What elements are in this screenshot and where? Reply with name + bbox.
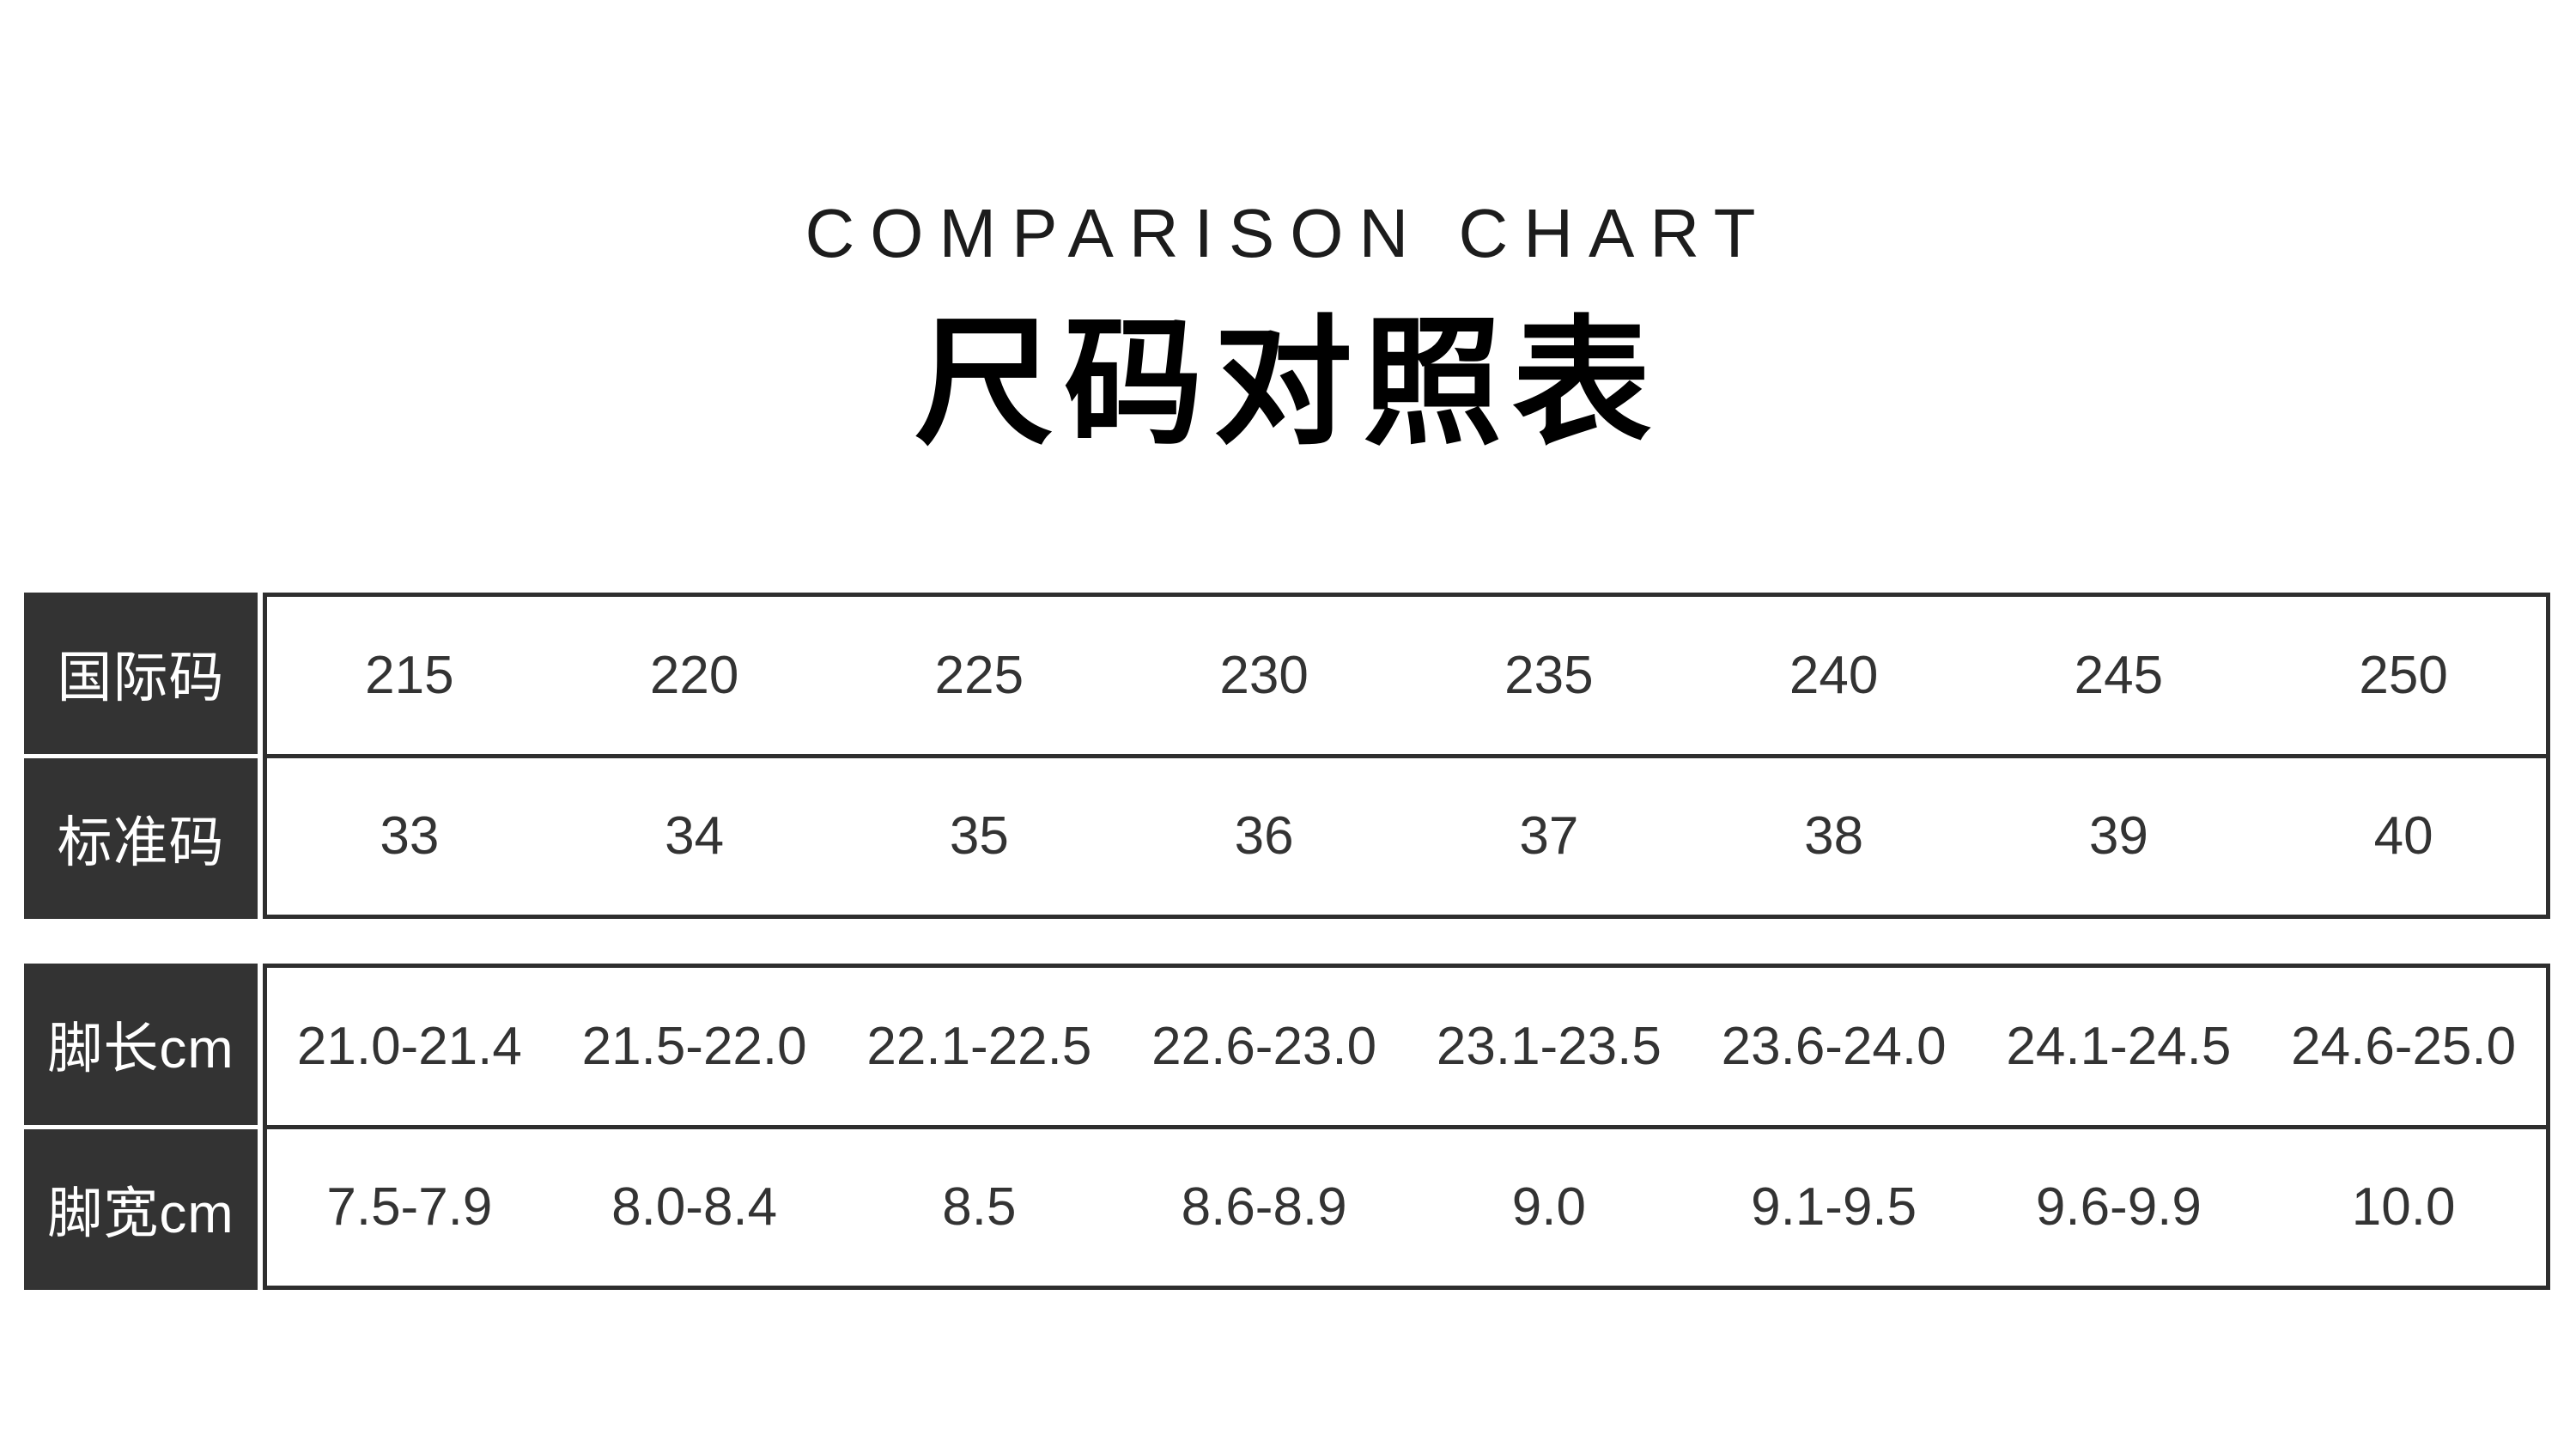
size-value: 240 — [1789, 645, 1879, 705]
measurement-value: 7.5-7.9 — [326, 1177, 493, 1237]
size-value: 36 — [1234, 806, 1294, 867]
table-row-foot-width: 7.5-7.9 8.0-8.4 8.5 8.6-8.9 9.0 9.1-9.5 … — [267, 1124, 2546, 1286]
table-row-international-code: 215 220 225 230 235 240 245 250 — [267, 597, 2546, 754]
row-label-foot-length: 脚长cm — [24, 964, 258, 1125]
measurement-value: 24.6-25.0 — [2291, 1016, 2517, 1076]
title-chinese: 尺码对照表 — [914, 306, 1662, 461]
measurement-value: 21.0-21.4 — [296, 1016, 522, 1076]
title-english: COMPARISON CHART — [805, 195, 1771, 271]
measurement-value: 10.0 — [2351, 1177, 2456, 1237]
measurement-value: 9.0 — [1511, 1177, 1586, 1237]
table-foot-measurements-data: 21.0-21.4 21.5-22.0 22.1-22.5 22.6-23.0 … — [263, 964, 2550, 1290]
size-value: 245 — [2074, 645, 2164, 705]
table-size-codes: 国际码 标准码 215 220 225 230 235 240 245 250 … — [24, 593, 2550, 919]
table-foot-measurements: 脚长cm 脚宽cm 21.0-21.4 21.5-22.0 22.1-22.5 … — [24, 964, 2550, 1290]
measurement-value: 21.5-22.0 — [581, 1016, 807, 1076]
row-label-standard-code: 标准码 — [24, 757, 258, 919]
table-row-foot-length: 21.0-21.4 21.5-22.0 22.1-22.5 22.6-23.0 … — [267, 968, 2546, 1125]
measurement-value: 22.6-23.0 — [1151, 1016, 1377, 1076]
size-value: 230 — [1219, 645, 1309, 705]
size-value: 33 — [380, 806, 440, 867]
table-row-standard-code: 33 34 35 36 37 38 39 40 — [267, 753, 2546, 915]
measurement-value: 8.6-8.9 — [1181, 1177, 1347, 1237]
size-value: 225 — [934, 645, 1024, 705]
size-value: 35 — [949, 806, 1009, 867]
table-size-codes-data: 215 220 225 230 235 240 245 250 33 34 35… — [263, 593, 2550, 919]
size-value: 215 — [365, 645, 454, 705]
table-foot-measurements-label-column: 脚长cm 脚宽cm — [24, 964, 258, 1290]
size-value: 34 — [665, 806, 725, 867]
measurement-value: 23.1-23.5 — [1436, 1016, 1662, 1076]
size-value: 38 — [1804, 806, 1864, 867]
measurement-value: 8.5 — [942, 1177, 1017, 1237]
row-label-foot-width: 脚宽cm — [24, 1128, 258, 1290]
size-value: 250 — [2359, 645, 2448, 705]
size-value: 40 — [2373, 806, 2433, 867]
table-size-codes-label-column: 国际码 标准码 — [24, 593, 258, 919]
size-value: 39 — [2088, 806, 2148, 867]
measurement-value: 23.6-24.0 — [1721, 1016, 1947, 1076]
measurement-value: 8.0-8.4 — [611, 1177, 778, 1237]
size-value: 235 — [1504, 645, 1594, 705]
measurement-value: 24.1-24.5 — [2006, 1016, 2232, 1076]
size-value: 37 — [1519, 806, 1579, 867]
measurement-value: 22.1-22.5 — [866, 1016, 1092, 1076]
size-value: 220 — [649, 645, 739, 705]
row-label-international-code: 国际码 — [24, 593, 258, 754]
measurement-value: 9.1-9.5 — [1751, 1177, 1917, 1237]
measurement-value: 9.6-9.9 — [2035, 1177, 2202, 1237]
